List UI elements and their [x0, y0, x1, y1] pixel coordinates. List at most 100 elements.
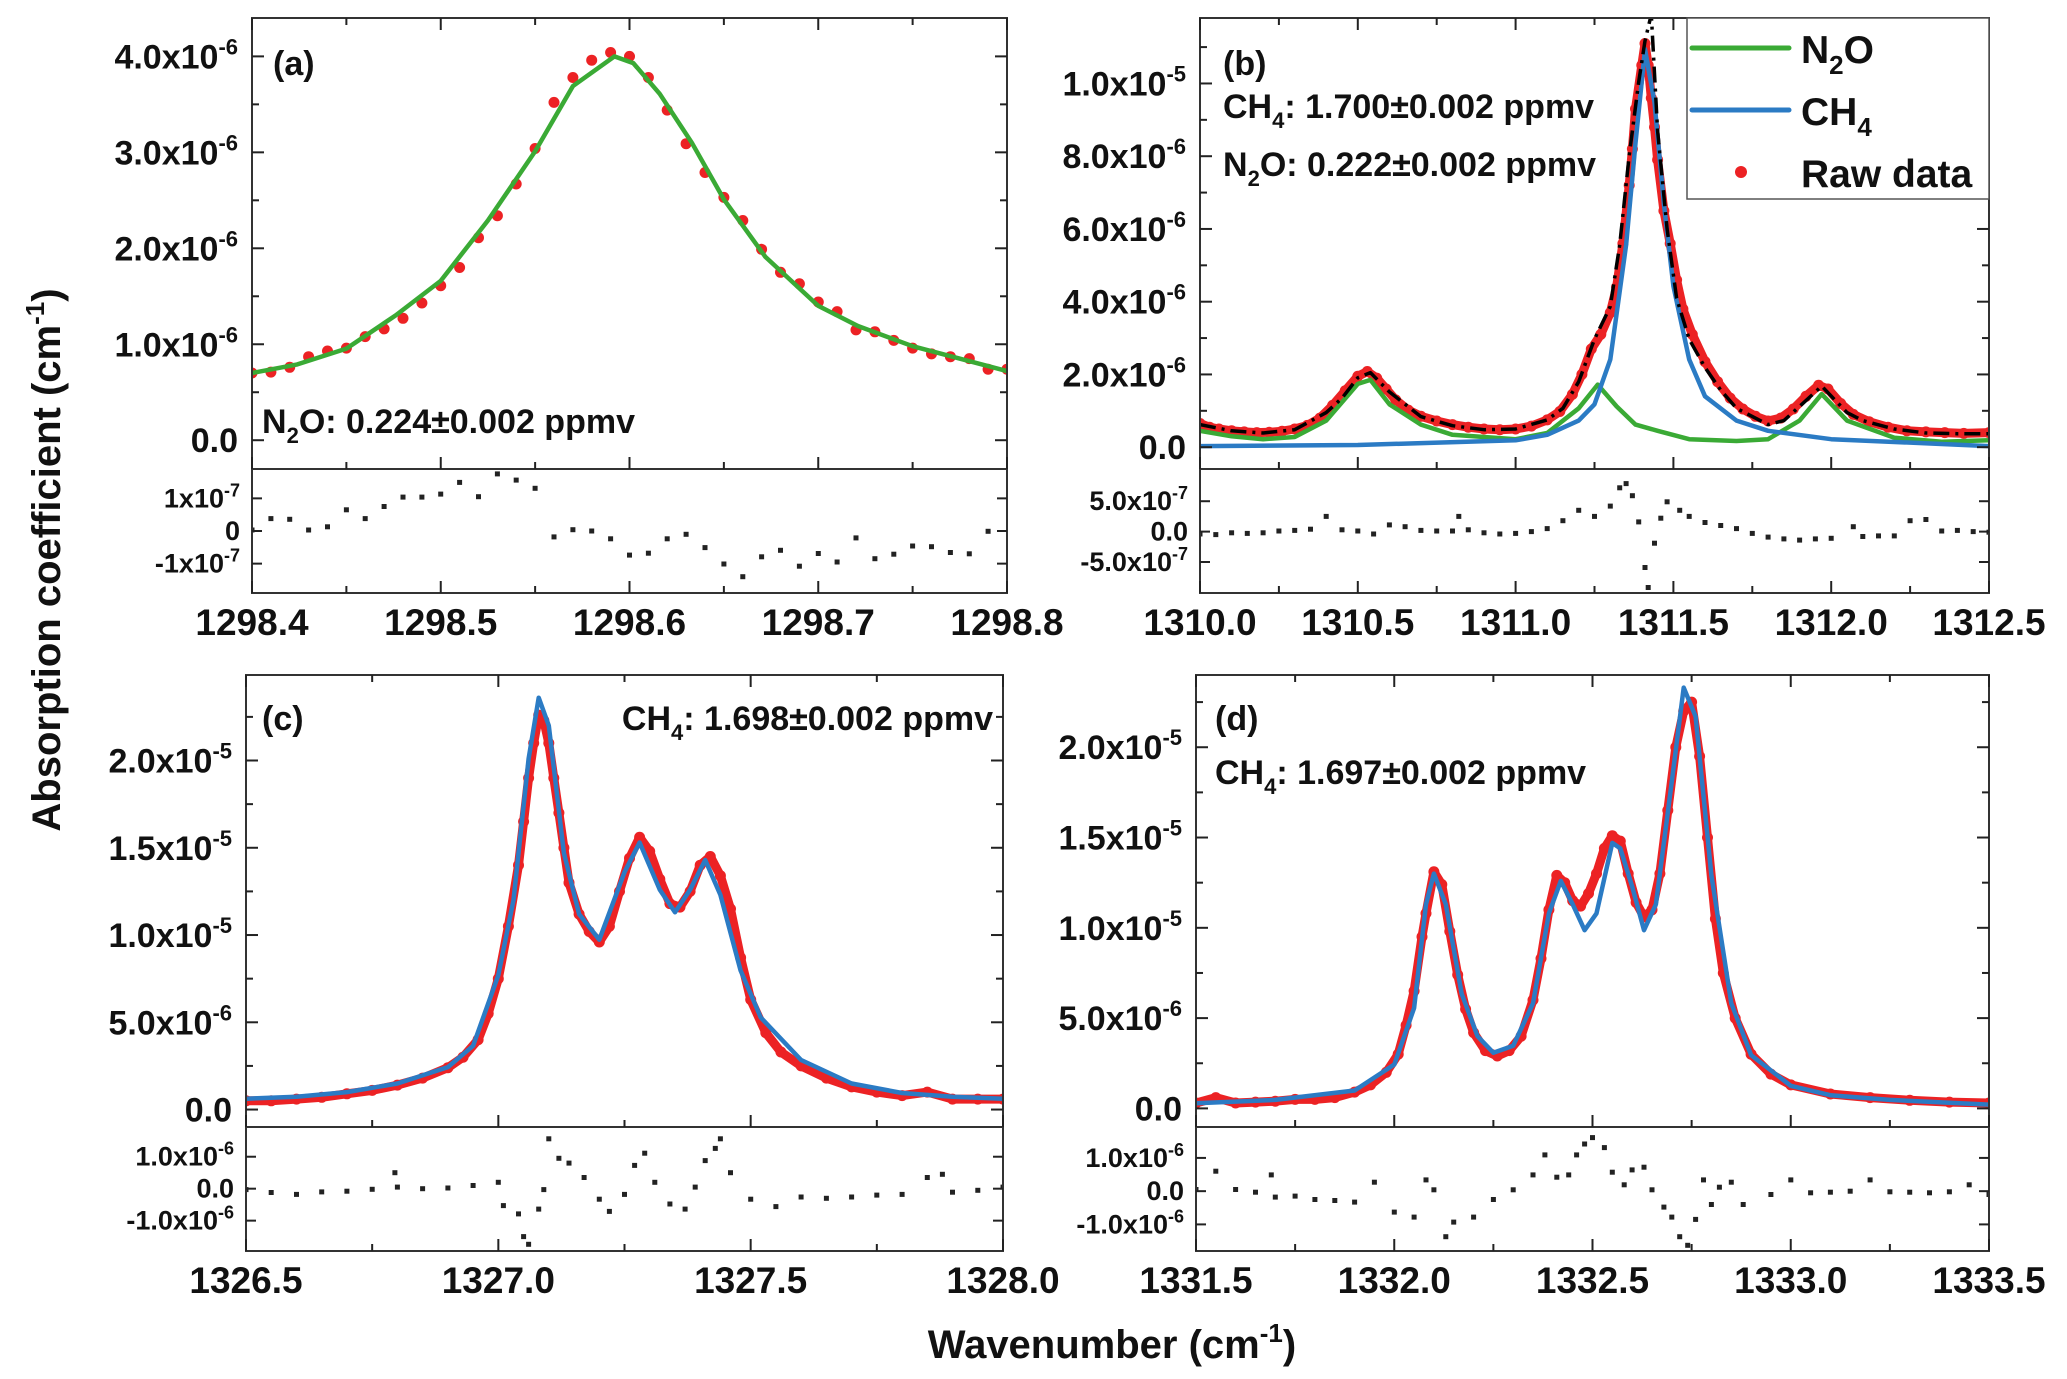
x-tick-label: 1328.0 [946, 1260, 1059, 1301]
residual-point [1708, 1202, 1714, 1207]
y-tick-label: 3.0x10-6 [114, 130, 238, 172]
raw-data-band [1200, 39, 1989, 438]
residual-point [1642, 565, 1648, 570]
residual-point [1544, 526, 1550, 532]
residual-y-tick-label-text: 0 [225, 516, 240, 546]
residual-point [1812, 536, 1818, 542]
residual-point [1607, 503, 1613, 509]
y-tick-label: 4.0x10-6 [114, 34, 238, 76]
y-tick-label-exponent: -5 [212, 739, 232, 764]
residual-point [1702, 520, 1708, 525]
legend-label-text: CH [1801, 91, 1857, 134]
y-tick-label-text: 2.0x10 [1058, 729, 1162, 767]
residual-plot-frame [1195, 1126, 1990, 1252]
residual-point [1954, 527, 1960, 533]
concentration-annotation-text: N [1223, 146, 1248, 184]
y-tick-label: 5.0x10-6 [1058, 996, 1182, 1038]
residual-point [1740, 1202, 1746, 1207]
residual-point [1693, 1216, 1699, 1222]
panel-d: 1331.5 1332.0 1332.5 1333.0 1333.50.05.0x10-… [1058, 674, 2046, 1301]
y-tick-label-text: 4.0x10 [1062, 284, 1166, 322]
residual-point [1371, 1179, 1377, 1185]
residual-point [899, 1191, 905, 1197]
residual-point [566, 1160, 572, 1166]
residual-point [325, 524, 330, 530]
residual-point [344, 1188, 350, 1194]
residual-point [632, 1162, 638, 1168]
residual-point [1582, 1141, 1588, 1147]
raw-data-point [704, 851, 716, 862]
plot-area [1196, 685, 1989, 1109]
x-tick-label: 1332.0 [1338, 1260, 1451, 1301]
raw-data-point [1737, 403, 1749, 415]
concentration-annotation-text: CH [1215, 754, 1264, 792]
y-tick-label-exponent: -6 [1166, 352, 1186, 377]
raw-data-point [1462, 421, 1474, 433]
residual-y-tick-label-exponent: -7 [224, 546, 240, 566]
residual-point [1609, 1169, 1615, 1175]
residual-y-tick-label-text: 0.0 [1146, 1176, 1184, 1206]
raw-data-point [1813, 379, 1825, 391]
residual-point [1907, 1189, 1913, 1195]
x-tick-label: 1332.5 [1536, 1260, 1649, 1301]
residual-point [1000, 1184, 1003, 1190]
raw-data-point [1551, 869, 1563, 881]
residual-point [1292, 527, 1298, 533]
raw-data-point [1276, 425, 1288, 437]
residual-point [1734, 526, 1739, 532]
y-tick-label-text: 3.0x10 [114, 134, 218, 172]
concentration-annotation-text: : 1.698±0.002 ppmv [683, 700, 993, 738]
y-tick-label-exponent: -6 [218, 34, 238, 59]
residual-point [1677, 507, 1683, 513]
residual-point [551, 534, 557, 540]
residual-point [1716, 1184, 1722, 1190]
raw-data-point [1591, 868, 1602, 880]
plot-area [246, 695, 1003, 1107]
residual-point [1253, 1189, 1258, 1195]
x-tick-label: 1310.0 [1143, 602, 1256, 643]
residual-point [1542, 1152, 1548, 1158]
raw-data-point [1882, 421, 1894, 433]
legend-label-subscript: 2 [1829, 50, 1843, 80]
residual-point [622, 1191, 627, 1197]
residual-point [1636, 519, 1642, 525]
residual-point [1887, 1189, 1893, 1195]
y-axis-title: Absorption coefficient (cm-1) [20, 288, 69, 831]
residual-point [1566, 1172, 1572, 1178]
residual-point [1268, 1172, 1274, 1178]
residual-point [1411, 1214, 1417, 1220]
residual-point [1423, 1177, 1429, 1183]
residual-y-tick-label-text: 1.0x10 [135, 1142, 218, 1172]
y-tick-label-exponent: -6 [218, 226, 238, 251]
residual-point [268, 1190, 274, 1195]
residual-point [1554, 1174, 1560, 1180]
y-tick-label: 1.5x10-5 [108, 826, 232, 868]
residual-y-tick-label-text: 1.0x10 [1085, 1143, 1168, 1173]
residual-point [608, 536, 614, 542]
x-tick-label: 1326.5 [189, 1260, 302, 1301]
residual-point [1623, 481, 1629, 487]
y-tick-label-text: 2.0x10 [114, 230, 218, 268]
residual-point [1828, 535, 1834, 541]
y-tick-label-exponent: -6 [1162, 996, 1182, 1021]
residual-point [642, 1150, 648, 1156]
y-tick-label-text: 0.0 [185, 1092, 232, 1130]
residual-point [1386, 522, 1392, 528]
x-tick-label: 1298.7 [762, 602, 875, 643]
panel-label: (a) [273, 45, 315, 83]
residual-y-tick-label: 1.0x10-6 [135, 1139, 234, 1172]
y-tick-label-exponent: -6 [212, 1000, 232, 1025]
residual-point [589, 528, 595, 534]
x-tick-label: 1298.4 [195, 602, 309, 643]
residual-point [521, 1234, 527, 1240]
residual-point [394, 1184, 400, 1190]
fit-line-1 [1196, 685, 1989, 1107]
y-tick-label: 1.0x10-5 [108, 913, 232, 955]
residual-point [1970, 529, 1976, 535]
residual-y-tick-label-text: -1x10 [155, 549, 224, 579]
residual-y-tick-label-exponent: -6 [218, 1139, 234, 1159]
residual-point [950, 1189, 955, 1195]
residual-point [947, 550, 953, 555]
residual-point [1450, 528, 1455, 534]
concentration-annotation-text: O: 0.224±0.002 ppmv [299, 403, 635, 441]
